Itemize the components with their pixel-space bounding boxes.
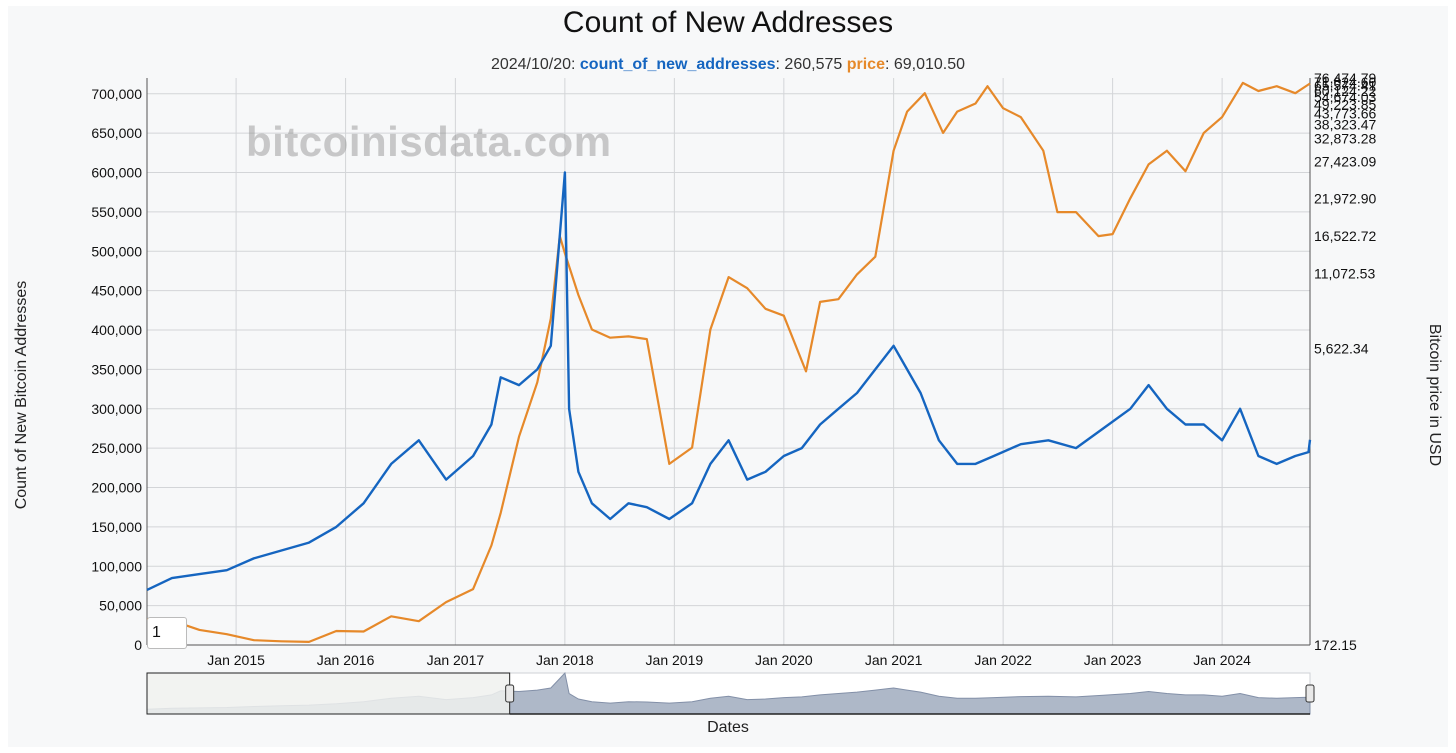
legend-date: 2024/10/20 — [490, 56, 572, 73]
x-tick-label: Jan 2021 — [865, 652, 923, 668]
y-left-tick-label: 300,000 — [91, 401, 142, 417]
x-axis-label: Dates — [707, 719, 749, 736]
y-right-tick-label: 27,423.09 — [1314, 154, 1376, 170]
x-tick-label: Jan 2016 — [317, 652, 375, 668]
y-right-tick-label: 16,522.72 — [1314, 228, 1376, 244]
series-line-addresses — [146, 171, 1312, 591]
y-left-tick-label: 150,000 — [91, 519, 142, 535]
y-right-tick-label: 11,072.53 — [1314, 265, 1375, 281]
y-left-tick-label: 350,000 — [91, 361, 142, 377]
range-input[interactable] — [147, 617, 187, 649]
legend-series-addresses-value: 260,575 — [784, 56, 843, 73]
y-right-tick-label: 49,223.85 — [1314, 97, 1376, 113]
x-tick-label: Jan 2019 — [646, 652, 704, 668]
y-left-tick-label: 500,000 — [91, 243, 142, 259]
y-right-tick-label: 5,622.34 — [1314, 340, 1369, 356]
series-lines — [146, 81, 1312, 644]
chart-title: Count of New Addresses — [562, 6, 894, 39]
watermark: bitcoinisdata.com — [246, 118, 612, 165]
y-left-tick-label: 100,000 — [91, 558, 142, 574]
y-right-tick-label: 60,124.22 — [1314, 83, 1376, 99]
x-tick-label: Jan 2022 — [974, 652, 1032, 668]
y-left-tick-label: 650,000 — [91, 125, 142, 141]
y-left-tick-label: 550,000 — [91, 204, 142, 220]
series-line-price — [146, 81, 1311, 644]
x-tick-label: Jan 2023 — [1084, 652, 1142, 668]
navigator-handle-left[interactable] — [505, 684, 515, 703]
y-right-tick-label: 76,474.79 — [1314, 70, 1376, 86]
hover-legend: 2024/10/20: count_of_new_addresses: 260,… — [490, 56, 966, 73]
x-tick-label: Jan 2015 — [207, 652, 265, 668]
grid-lines — [147, 78, 1310, 645]
x-tick-label: Jan 2018 — [536, 652, 594, 668]
y-right-tick-label: 32,873.28 — [1314, 130, 1376, 146]
y-right-tick-label: 65,574.41 — [1314, 78, 1376, 94]
x-tick-label: Jan 2020 — [755, 652, 813, 668]
y-left-tick-label: 400,000 — [91, 322, 142, 338]
x-tick-label: Jan 2017 — [427, 652, 485, 668]
tick-labels: 0 50,000 100,000 150,000 200,000 250,000 300,0… — [91, 70, 1376, 668]
y-left-tick-label: 250,000 — [91, 440, 142, 456]
navigator-handle-right[interactable] — [1305, 684, 1315, 703]
y-right-tick-label: 54,674.03 — [1314, 89, 1376, 105]
y-right-tick-label: 43,773.66 — [1314, 106, 1376, 122]
range-navigator — [146, 671, 1315, 715]
y-left-tick-label: 600,000 — [91, 165, 142, 181]
legend-series-addresses-name: count_of_new_addresses — [579, 56, 776, 73]
y-right-tick-label: 21,972.90 — [1314, 190, 1376, 206]
y-left-tick-label: 700,000 — [91, 86, 142, 102]
y-left-tick-label: 50,000 — [99, 598, 142, 614]
navigator-unselected — [146, 672, 511, 715]
y-left-tick-label: 0 — [134, 637, 142, 653]
x-tick-label: Jan 2024 — [1193, 652, 1251, 668]
y-right-tick-label: 71,024.60 — [1314, 74, 1376, 90]
legend-series-price-name: price — [846, 56, 885, 73]
y-right-tick-label: 38,323.47 — [1314, 116, 1376, 132]
y-left-tick-label: 450,000 — [91, 283, 142, 299]
y-left-tick-label: 200,000 — [91, 480, 142, 496]
legend-series-price-value: 69,010.50 — [893, 56, 966, 73]
y-right-tick-label: 172.15 — [1314, 637, 1357, 653]
axes — [146, 78, 1311, 646]
